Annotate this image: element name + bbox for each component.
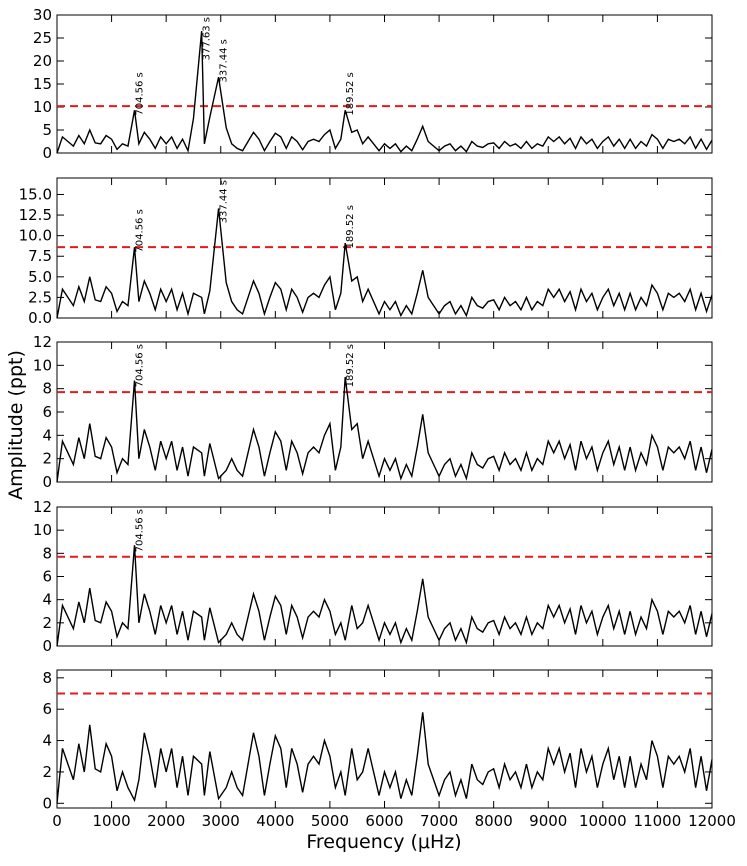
y-tick-label: 5: [42, 121, 52, 139]
y-tick-label: 10.0: [19, 227, 52, 245]
period-annotation: 704.56 s: [135, 344, 146, 387]
x-tick-label: 4000: [256, 812, 294, 830]
x-tick-label: 3000: [202, 812, 240, 830]
y-tick-label: 15: [33, 75, 52, 93]
y-tick-label: 2: [42, 450, 52, 468]
x-tick-label: 9000: [529, 812, 567, 830]
spectrum-line: [56, 712, 713, 804]
spectrum-line: [56, 376, 713, 483]
y-tick-label: 2: [42, 614, 52, 632]
x-tick-label: 2000: [147, 812, 185, 830]
y-tick-label: 5.0: [28, 268, 52, 286]
y-tick-label: 15.0: [19, 185, 52, 203]
x-tick-label: 10000: [579, 812, 627, 830]
y-tick-label: 0: [42, 473, 52, 491]
period-annotation: 337.44 s: [219, 180, 230, 223]
spectrum-line: [56, 208, 713, 319]
y-tick-label: 4: [42, 591, 52, 609]
spectrum-line: [56, 545, 713, 647]
y-tick-label: 6: [42, 568, 52, 586]
y-tick-label: 4: [42, 426, 52, 444]
y-axis-label: Amplitude (ppt): [5, 350, 27, 500]
plot-frame: [56, 14, 713, 154]
y-tick-label: 25: [33, 29, 52, 47]
period-annotation: 189.52 s: [345, 344, 356, 387]
period-annotation: 704.56 s: [135, 509, 146, 552]
x-tick-label: 6000: [365, 812, 403, 830]
x-tick-label: 0: [52, 812, 62, 830]
x-axis-label: Frequency (μHz): [306, 831, 461, 853]
y-tick-label: 10: [33, 521, 52, 539]
spectrum-line: [56, 31, 713, 154]
y-tick-label: 8: [42, 669, 52, 687]
y-tick-label: 20: [33, 52, 52, 70]
x-tick-label: 7000: [420, 812, 458, 830]
y-tick-label: 0: [42, 144, 52, 162]
y-tick-label: 6: [42, 700, 52, 718]
y-tick-label: 12.5: [19, 206, 52, 224]
period-annotation: 704.56 s: [135, 72, 146, 115]
y-tick-label: 12: [33, 498, 52, 516]
y-tick-label: 7.5: [28, 247, 52, 265]
period-annotation: 377.63 s: [202, 17, 213, 60]
period-annotation: 704.56 s: [135, 209, 146, 252]
y-tick-label: 10: [33, 356, 52, 374]
period-annotation: 189.52 s: [345, 72, 356, 115]
y-tick-label: 8: [42, 544, 52, 562]
y-tick-label: 0: [42, 637, 52, 655]
x-tick-label: 8000: [475, 812, 513, 830]
y-tick-label: 0: [42, 794, 52, 812]
x-tick-label: 12000: [688, 812, 736, 830]
x-tick-label: 11000: [634, 812, 682, 830]
period-annotation: 337.44 s: [219, 39, 230, 82]
x-tick-label: 1000: [92, 812, 130, 830]
y-tick-label: 10: [33, 98, 52, 116]
y-tick-label: 8: [42, 380, 52, 398]
period-annotation: 189.52 s: [345, 205, 356, 248]
x-tick-label: 5000: [311, 812, 349, 830]
y-tick-label: 0.0: [28, 309, 52, 327]
y-tick-label: 2: [42, 763, 52, 781]
y-tick-label: 12: [33, 333, 52, 351]
y-tick-label: 6: [42, 403, 52, 421]
y-tick-label: 4: [42, 732, 52, 750]
y-tick-label: 2.5: [28, 288, 52, 306]
y-tick-label: 30: [33, 6, 52, 24]
